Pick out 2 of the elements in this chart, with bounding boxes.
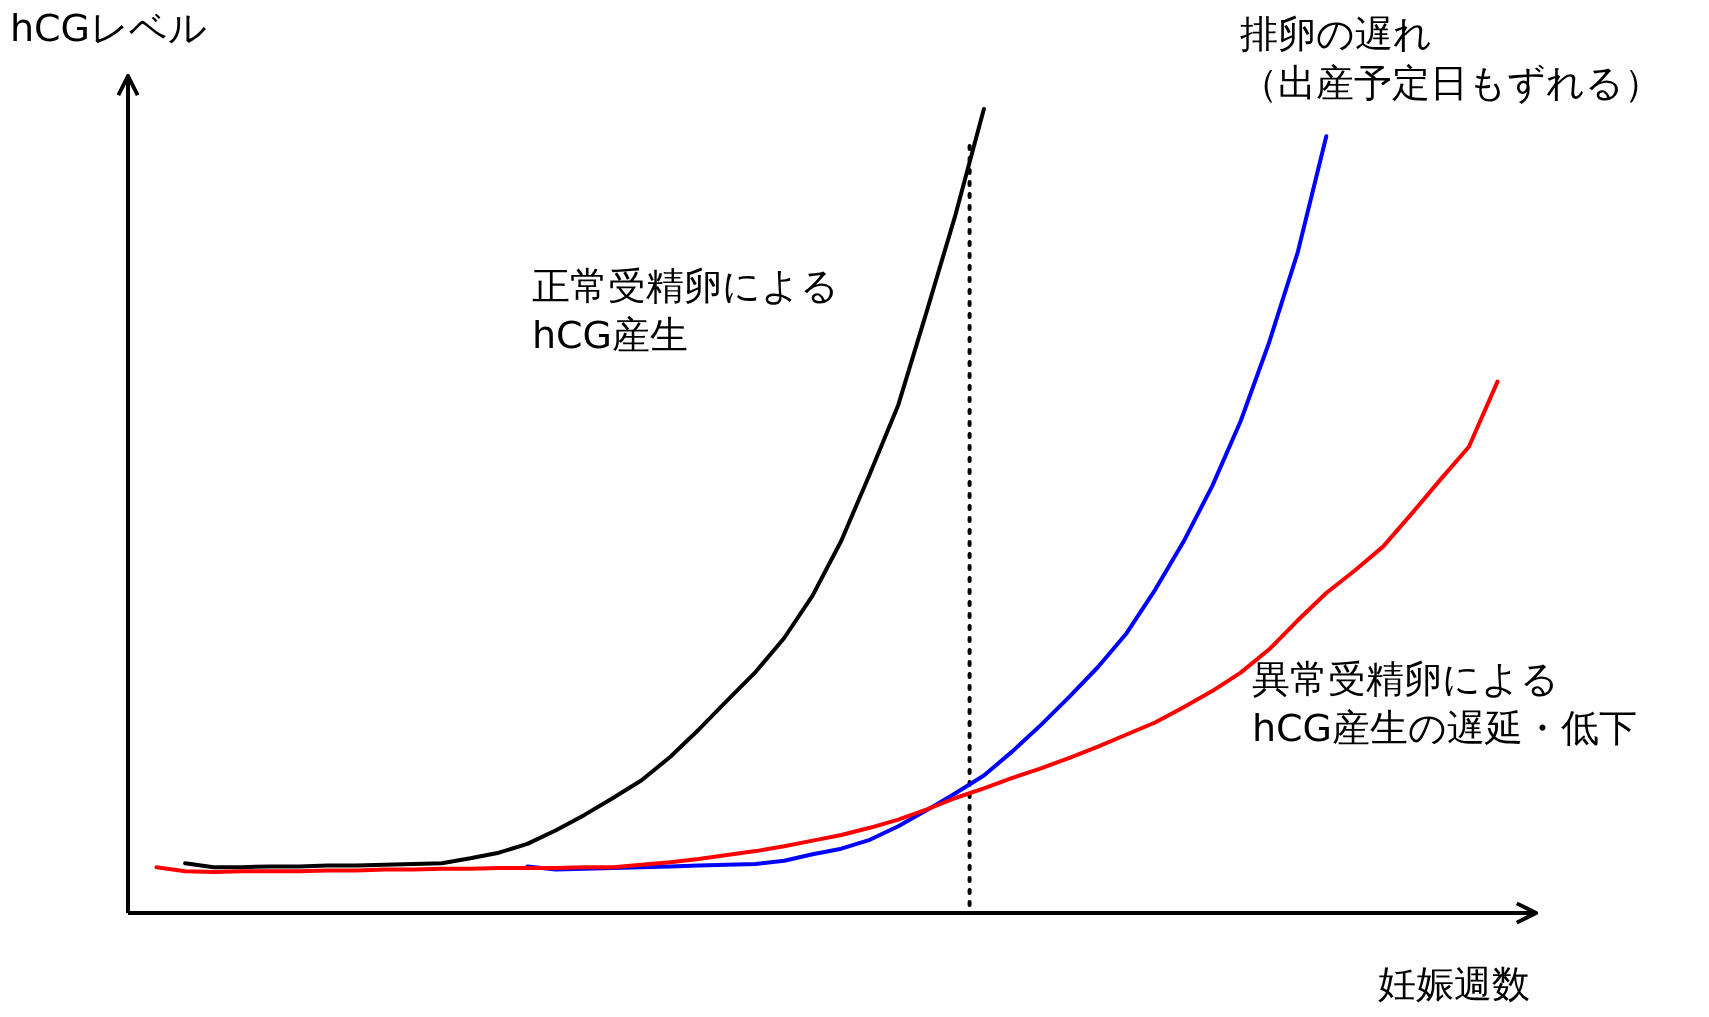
- ylabel: hCGレベル: [10, 5, 208, 52]
- xlabel: 妊娠週数: [1378, 961, 1530, 1008]
